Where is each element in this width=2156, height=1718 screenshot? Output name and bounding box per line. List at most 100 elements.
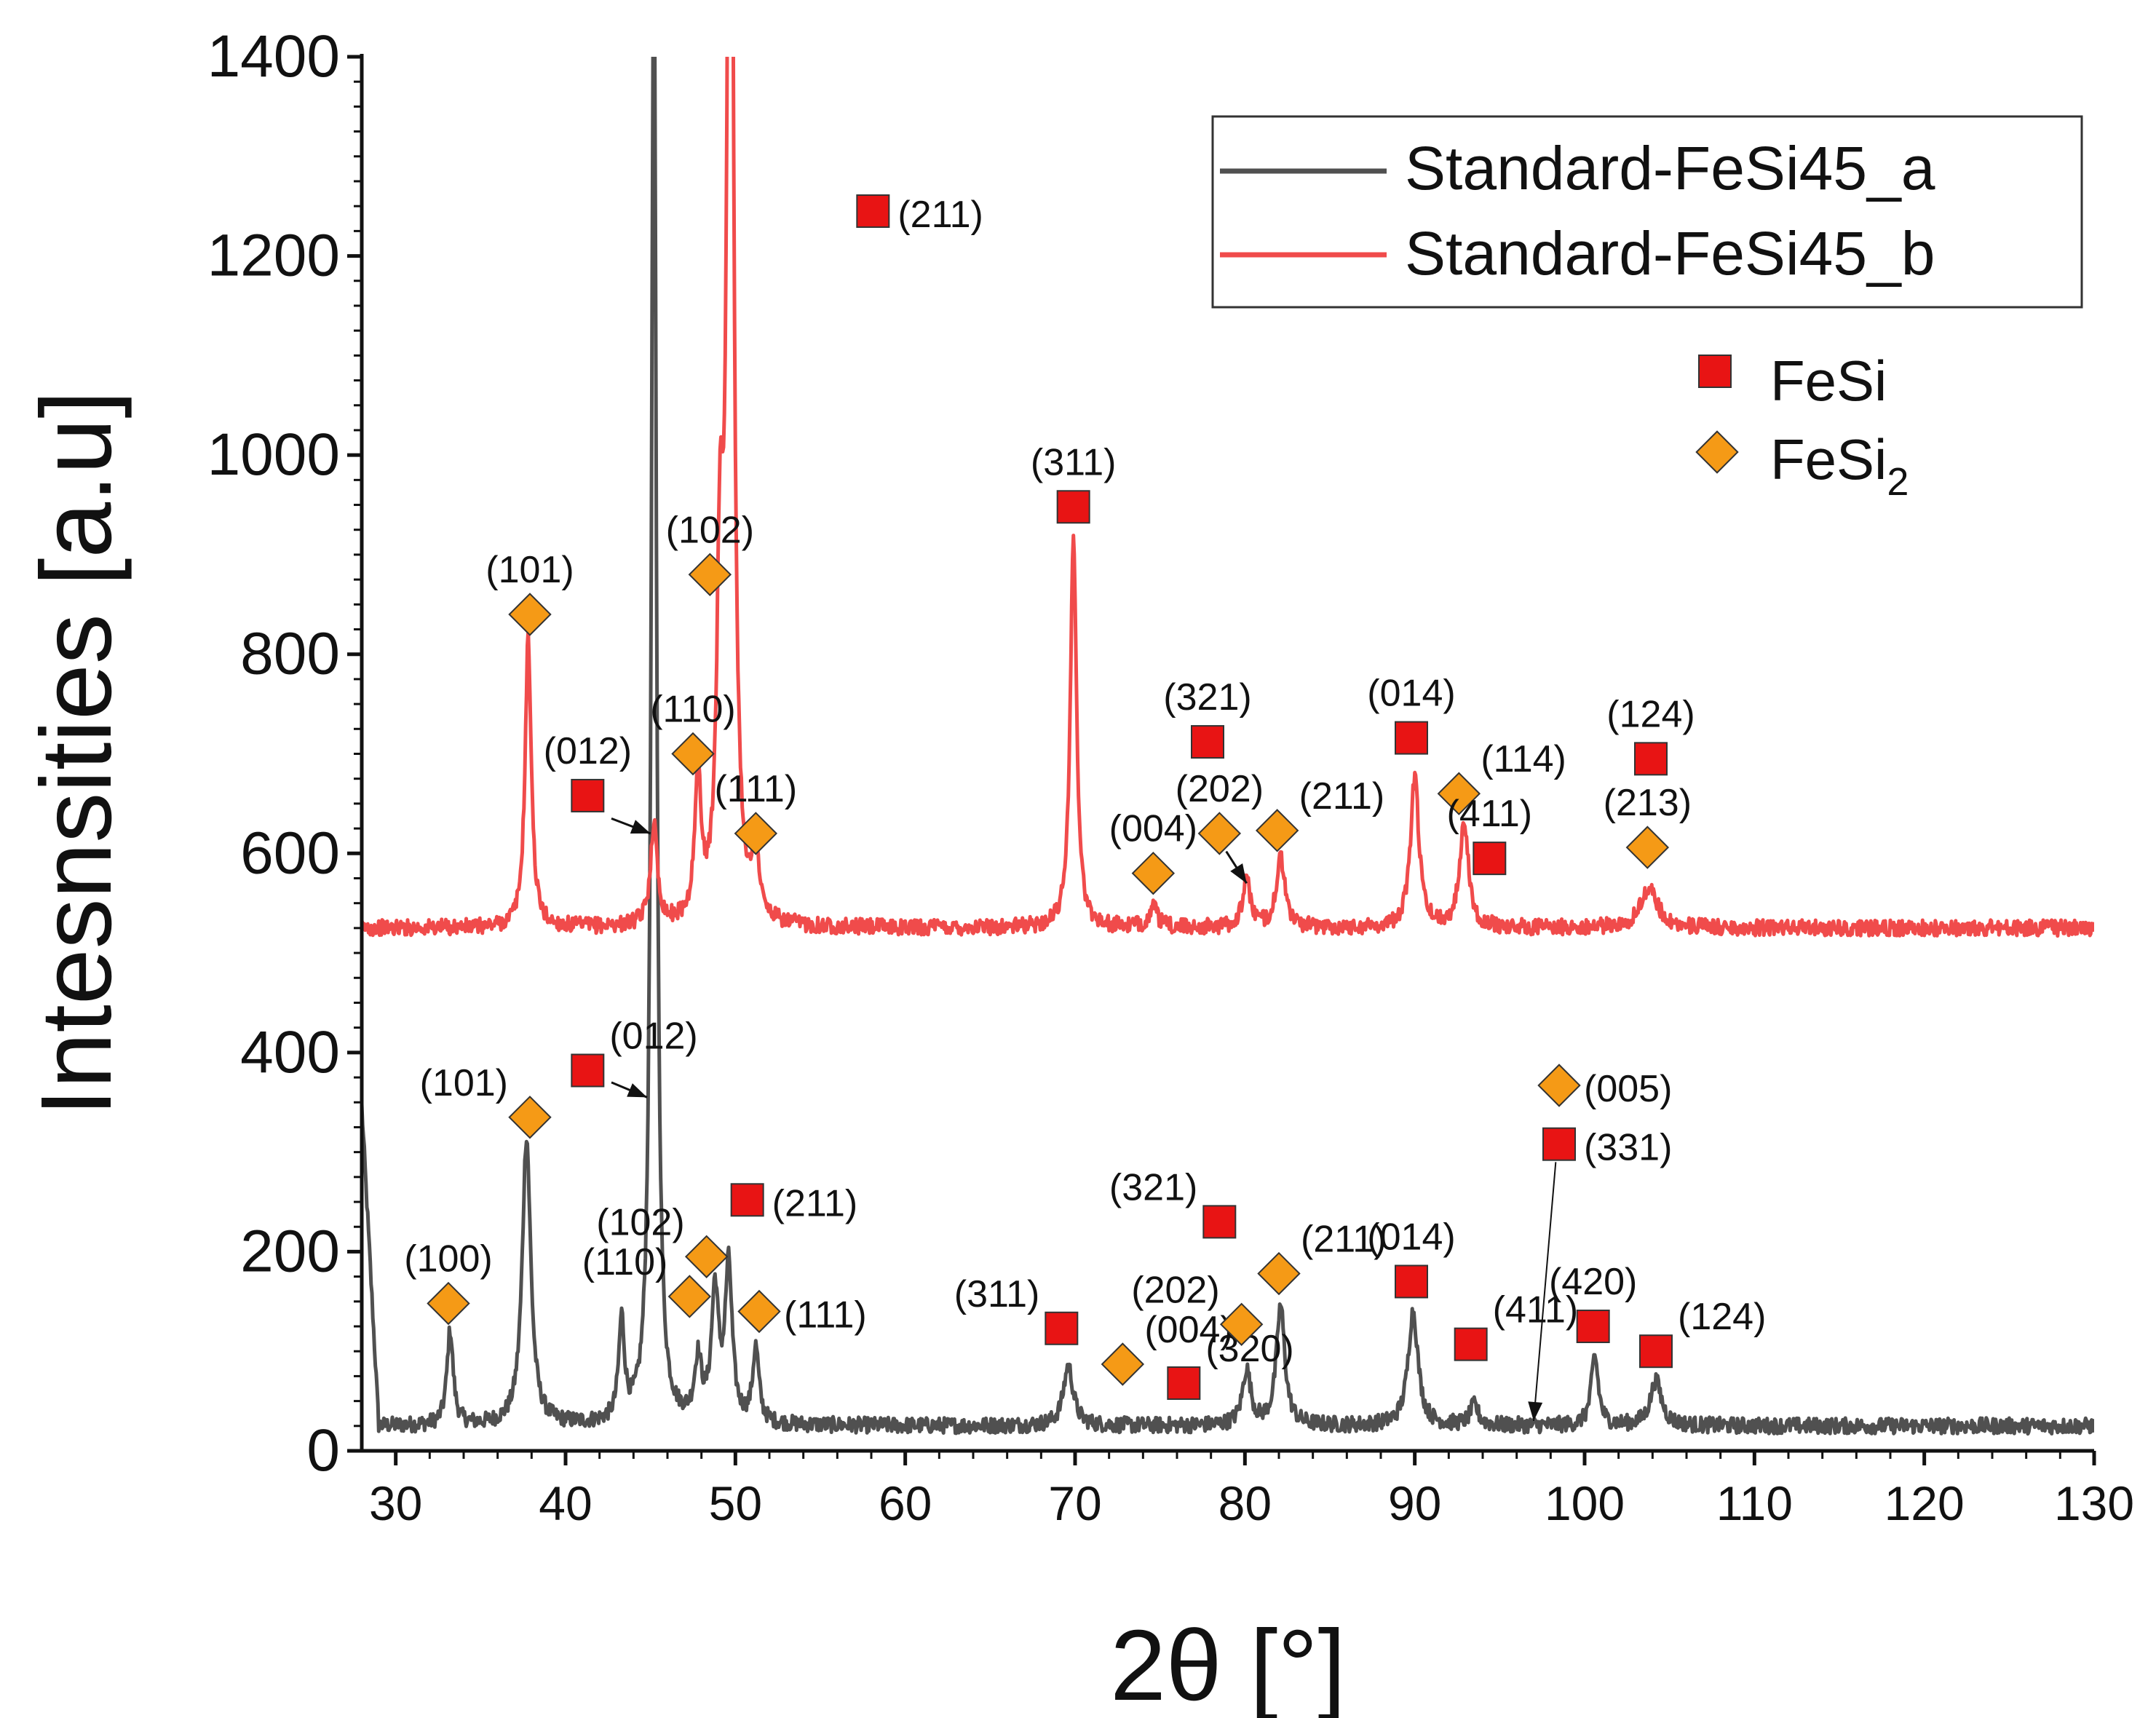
miller-index-label: (213) bbox=[1604, 782, 1692, 824]
fesi-square-marker bbox=[571, 1053, 605, 1088]
x-tick-label: 60 bbox=[879, 1476, 932, 1530]
fesi-square-marker bbox=[856, 194, 890, 229]
y-tick-label: 1400 bbox=[207, 23, 340, 90]
miller-index-label: (012) bbox=[609, 1015, 697, 1057]
miller-index-label: (202) bbox=[1131, 1269, 1219, 1311]
fesi-square-marker bbox=[1634, 742, 1668, 776]
miller-index-label: (411) bbox=[1493, 1289, 1579, 1331]
y-tick-label: 1000 bbox=[207, 421, 340, 488]
fesi2-diamond-marker bbox=[737, 1289, 781, 1334]
fesi-square-marker bbox=[1395, 721, 1428, 755]
miller-index-label: (101) bbox=[420, 1062, 508, 1104]
phase-legend-fesi2-label: FeSi2 bbox=[1770, 427, 1909, 504]
fesi-square-marker bbox=[1639, 1334, 1673, 1369]
fesi-square-marker bbox=[1454, 1327, 1488, 1361]
y-tick-label: 400 bbox=[240, 1019, 340, 1085]
fesi-square-marker bbox=[1473, 842, 1507, 876]
miller-index-label: (311) bbox=[954, 1273, 1040, 1315]
miller-index-label: (004) bbox=[1144, 1309, 1232, 1351]
fesi2-diamond-marker bbox=[734, 812, 778, 855]
x-tick-label: 50 bbox=[709, 1476, 762, 1530]
miller-index-label: (311) bbox=[1031, 441, 1117, 483]
fesi-square-marker bbox=[1056, 490, 1090, 524]
fesi2-diamond-marker bbox=[1197, 812, 1242, 855]
x-tick-label: 120 bbox=[1884, 1476, 1965, 1530]
fesi2-diamond-marker bbox=[1219, 1302, 1264, 1346]
fesi-square-marker bbox=[1395, 1264, 1428, 1299]
x-tick-label: 40 bbox=[539, 1476, 592, 1530]
annotation-arrow-head bbox=[627, 1083, 647, 1098]
miller-index-label: (101) bbox=[486, 549, 574, 591]
annotation-arrow-line bbox=[1533, 1162, 1557, 1422]
phase-legend-fesi-label: FeSi bbox=[1770, 349, 1887, 413]
y-axis-title: Intesnsities [a.u] bbox=[20, 390, 132, 1116]
miller-index-label: (124) bbox=[1606, 693, 1695, 735]
fesi2-diamond-marker bbox=[1537, 1064, 1581, 1107]
miller-index-label: (202) bbox=[1176, 768, 1264, 810]
miller-index-label: (110) bbox=[650, 689, 736, 731]
miller-index-label: (124) bbox=[1678, 1296, 1766, 1338]
miller-index-label: (005) bbox=[1584, 1068, 1672, 1110]
miller-index-label: (211) bbox=[772, 1182, 858, 1224]
fesi2-diamond-marker bbox=[508, 593, 552, 636]
fesi2-diamond-marker bbox=[427, 1281, 470, 1326]
series-line-a bbox=[362, 57, 2094, 1436]
miller-index-label: (111) bbox=[714, 768, 797, 810]
miller-index-label: (420) bbox=[1549, 1261, 1637, 1303]
fesi-square-marker bbox=[1191, 725, 1224, 759]
y-tick-label: 600 bbox=[240, 820, 340, 886]
miller-index-label: (012) bbox=[544, 730, 632, 772]
legend-box bbox=[1211, 115, 2083, 309]
x-tick-label: 70 bbox=[1048, 1476, 1101, 1530]
fesi2-diamond-marker bbox=[671, 732, 715, 776]
miller-index-label: (321) bbox=[1109, 1166, 1197, 1208]
fesi2-diamond-marker bbox=[1101, 1342, 1145, 1386]
y-tick-label: 0 bbox=[306, 1417, 340, 1484]
series-line-b bbox=[362, 57, 2094, 938]
miller-index-label: (102) bbox=[666, 509, 754, 551]
fesi2-diamond-marker bbox=[1131, 851, 1176, 895]
x-tick-label: 130 bbox=[2054, 1476, 2134, 1530]
miller-index-label: (321) bbox=[1163, 676, 1251, 719]
fesi2-diamond-marker bbox=[1257, 1251, 1301, 1296]
annotation-arrow-head bbox=[1528, 1401, 1543, 1421]
x-tick-label: 100 bbox=[1545, 1476, 1625, 1530]
fesi-square-marker bbox=[1045, 1311, 1079, 1345]
miller-index-label: (014) bbox=[1367, 1216, 1455, 1258]
fesi2-diamond-marker bbox=[1625, 826, 1670, 869]
miller-index-label: (004) bbox=[1109, 808, 1197, 850]
miller-index-label: (014) bbox=[1367, 673, 1455, 715]
legend-label-series-a: Standard-FeSi45_a bbox=[1405, 134, 1935, 202]
fesi-square-marker bbox=[1202, 1205, 1237, 1239]
fesi-square-marker bbox=[571, 778, 605, 812]
fesi2-diamond-marker bbox=[684, 1235, 729, 1278]
fesi-square-marker bbox=[1542, 1127, 1576, 1161]
legend-label-series-b: Standard-FeSi45_b bbox=[1405, 219, 1935, 288]
miller-index-label: (211) bbox=[897, 194, 983, 236]
fesi-square-marker bbox=[730, 1183, 764, 1217]
fesi2-diamond-marker bbox=[667, 1275, 712, 1318]
x-tick-label: 80 bbox=[1218, 1476, 1272, 1530]
annotation-arrow-head bbox=[630, 820, 651, 834]
x-tick-label: 30 bbox=[369, 1476, 422, 1530]
miller-index-label: (111) bbox=[784, 1294, 867, 1337]
phase-legend-fesi2-subscript: 2 bbox=[1887, 460, 1909, 504]
fesi2-diamond-marker bbox=[508, 1096, 552, 1139]
phase-legend-fesi2-base: FeSi bbox=[1770, 427, 1887, 491]
miller-index-label: (411) bbox=[1447, 793, 1533, 835]
fesi2-diamond-marker bbox=[1255, 809, 1299, 852]
miller-index-label: (110) bbox=[582, 1241, 668, 1283]
miller-index-label: (211) bbox=[1299, 775, 1385, 818]
y-tick-label: 800 bbox=[240, 621, 340, 687]
annotation-arrow-head bbox=[1230, 863, 1247, 884]
miller-index-label: (114) bbox=[1481, 738, 1566, 780]
x-tick-label: 90 bbox=[1388, 1476, 1441, 1530]
fesi-square-marker bbox=[1167, 1366, 1201, 1400]
x-axis-title: 2θ [°] bbox=[1110, 1610, 1346, 1718]
miller-index-label: (331) bbox=[1584, 1127, 1672, 1169]
miller-index-label: (211) bbox=[1301, 1219, 1387, 1261]
miller-index-label: (100) bbox=[404, 1238, 492, 1280]
phase-legend-fesi-square-icon bbox=[1698, 355, 1732, 388]
fesi-square-marker bbox=[1576, 1310, 1610, 1344]
